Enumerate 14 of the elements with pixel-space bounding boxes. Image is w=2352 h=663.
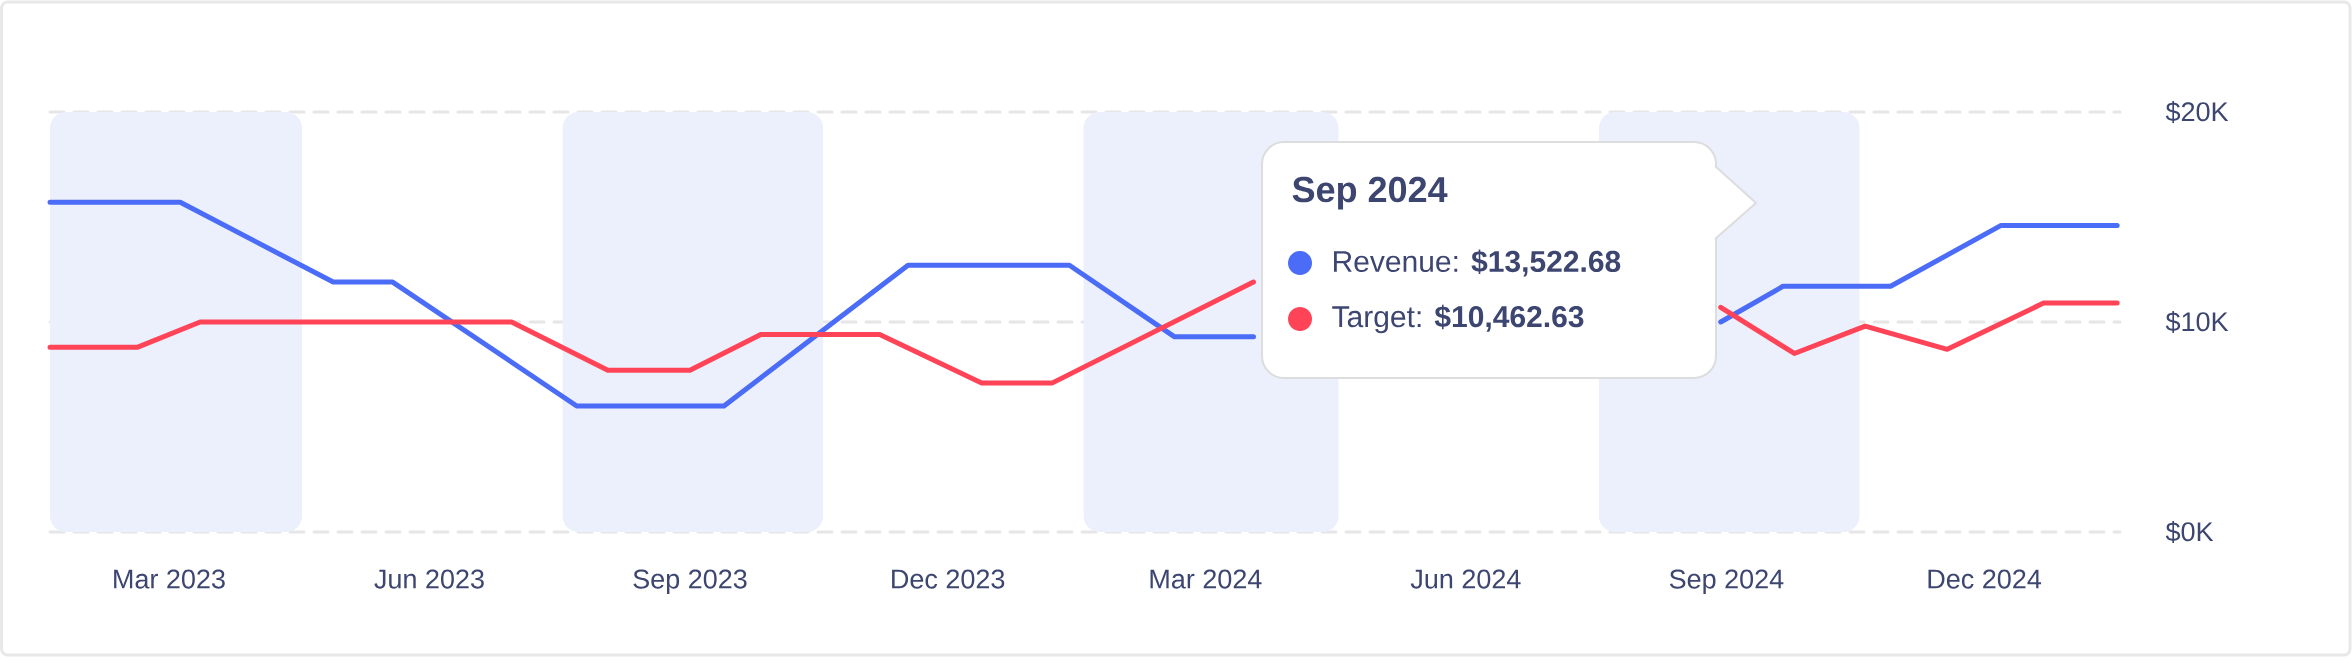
y-tick-label: $10K: [2165, 311, 2229, 333]
x-tick-label: Dec 2023: [892, 569, 1005, 589]
y-tick-label: $20K: [2165, 101, 2229, 123]
y-tick-label: $0K: [2165, 521, 2214, 543]
annotation: Target: $10,462.63: [1332, 304, 1584, 334]
x-tick-label: Mar 2023: [114, 569, 225, 589]
x-tick-label: Mar 2024: [1150, 569, 1262, 589]
annotation: Revenue: $13,522.68: [1334, 249, 1621, 277]
x-tick-label: Jun 2024: [1410, 569, 1521, 589]
x-tick-label: Jun 2023: [374, 569, 484, 589]
x-tick-label: Dec 2024: [1928, 569, 2042, 589]
annotation: Sep 2024: [1292, 176, 1448, 210]
x-tick-label: Sep 2024: [1669, 569, 1784, 594]
x-tick-label: Sep 2023: [633, 569, 747, 594]
